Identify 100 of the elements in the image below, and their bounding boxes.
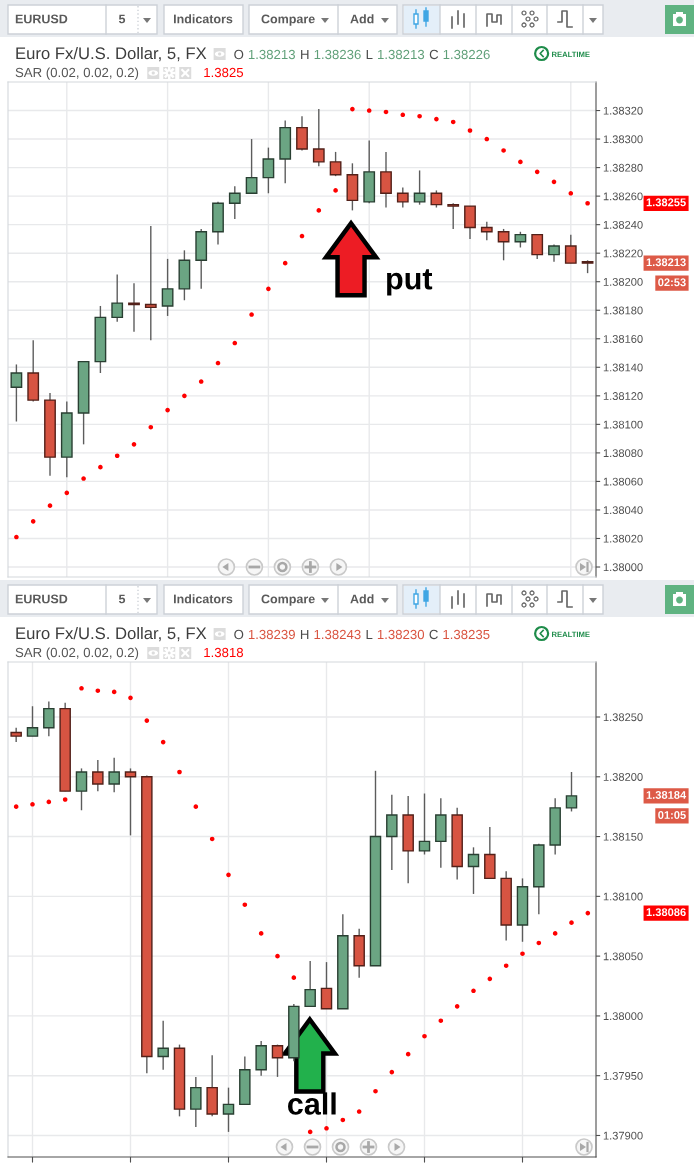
candlestick: [157, 1020, 169, 1071]
point: [333, 188, 338, 193]
point: [128, 695, 133, 701]
annotation: put: [387, 269, 433, 296]
point: [417, 113, 422, 119]
y-tick-label: 1.38120: [603, 392, 643, 400]
point: [324, 1126, 329, 1131]
y-tick-label: 1.38060: [603, 477, 643, 486]
y-tick-label: 1.38000: [603, 563, 643, 572]
point: [198, 379, 204, 384]
text: 1.38213: [646, 258, 686, 267]
y-tick-label: 1.38240: [603, 220, 643, 229]
candlestick: [467, 846, 480, 895]
point: [422, 1033, 427, 1039]
point: [209, 836, 215, 842]
candlestick: [564, 233, 577, 264]
y-tick-label: 1.38260: [603, 192, 643, 201]
point: [258, 931, 264, 936]
y-tick-label: 1.38080: [603, 449, 643, 458]
point: [454, 1004, 460, 1009]
candlestick: [386, 794, 398, 871]
y-tick-label: 1.38100: [603, 892, 643, 901]
point: [81, 476, 86, 481]
y-tick-label: 1.38280: [603, 163, 643, 172]
text: 1.38184: [646, 791, 687, 799]
point: [383, 109, 389, 115]
point: [226, 872, 231, 878]
candlestick: [484, 826, 496, 880]
point: [503, 963, 509, 968]
point: [165, 407, 170, 413]
y-tick-label: 1.38180: [603, 306, 643, 315]
chart-title: Euro Fx/U.S. Dollar, 5, FX: [16, 626, 207, 642]
text: 1.3825: [204, 67, 244, 78]
text: EURUSD: [15, 14, 68, 24]
candlestick: [222, 1086, 235, 1133]
point: [275, 953, 280, 959]
y-tick-label: 1.38140: [603, 363, 643, 372]
point: [47, 503, 53, 508]
point: [568, 190, 574, 196]
point: [182, 393, 187, 399]
y-tick-label: 1.38050: [603, 952, 643, 961]
y-tick-label: 1.37900: [603, 1131, 643, 1140]
candlestick: [312, 108, 325, 167]
y-tick-label: 1.38320: [603, 106, 643, 115]
point: [30, 801, 35, 807]
candlestick: [228, 185, 241, 220]
point: [373, 1088, 378, 1094]
y-tick-label: 1.37950: [603, 1071, 643, 1080]
point: [30, 519, 36, 524]
text: Add: [350, 594, 374, 604]
point: [471, 988, 476, 994]
candlestick: [418, 792, 431, 856]
candlestick: [26, 705, 39, 737]
candlestick: [380, 151, 392, 209]
annotation: call: [288, 1092, 336, 1115]
point: [62, 797, 68, 802]
point: [366, 108, 372, 113]
candlestick: [464, 205, 476, 240]
candlestick: [447, 202, 460, 230]
text: Add: [350, 14, 374, 24]
text: SAR (0.02, 0.02, 0.2): [15, 67, 139, 80]
candlestick: [320, 961, 333, 1010]
candlestick: [92, 759, 104, 792]
candlestick: [245, 138, 258, 194]
y-tick-label: 1.38000: [603, 1012, 643, 1021]
point: [291, 975, 297, 980]
candlestick: [271, 1043, 284, 1078]
y-tick-label: 1.38040: [603, 506, 643, 515]
candlestick: [296, 115, 308, 152]
point: [14, 534, 19, 540]
candlestick: [75, 767, 88, 811]
point: [520, 951, 525, 957]
y-tick-label: 1.38300: [603, 135, 643, 144]
candlestick: [480, 221, 493, 242]
y-tick-label: 1.38100: [603, 420, 643, 429]
candlestick: [255, 1040, 267, 1077]
y-tick-label: 1.38200: [603, 773, 643, 781]
candlestick: [124, 767, 137, 837]
point: [114, 453, 120, 459]
point: [551, 179, 557, 185]
y-tick-label: 1.38020: [603, 534, 643, 543]
point: [585, 200, 590, 206]
point: [242, 902, 248, 908]
text: Compare: [261, 14, 315, 26]
point: [569, 920, 574, 925]
text: 01:05: [658, 811, 686, 819]
point: [438, 1018, 444, 1023]
point: [249, 312, 254, 317]
candlestick: [43, 700, 55, 737]
text: 1.3818: [204, 647, 244, 658]
text: 5: [118, 594, 126, 604]
point: [177, 769, 182, 775]
text: 1.38255: [646, 198, 686, 207]
candlestick: [396, 186, 409, 209]
text: Indicators: [173, 594, 233, 604]
candlestick: [329, 151, 342, 177]
candlestick: [190, 1076, 202, 1128]
candlestick: [10, 727, 22, 743]
candlestick: [128, 282, 140, 333]
point: [501, 148, 506, 153]
